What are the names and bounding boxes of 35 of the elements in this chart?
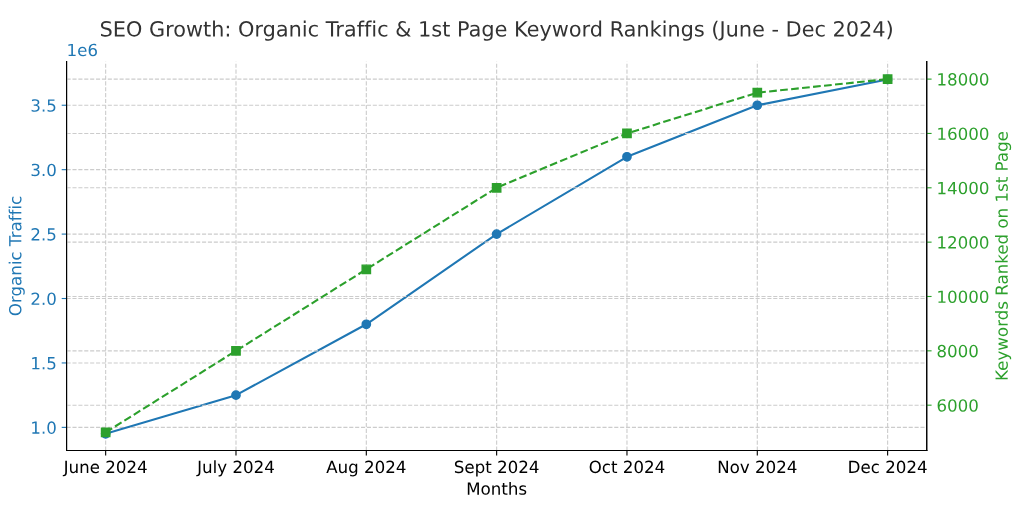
y2-tick-label: 12000 <box>938 236 989 249</box>
x-tick-label: Aug 2024 <box>326 460 406 477</box>
y2-tick-label: 18000 <box>938 73 989 86</box>
point <box>491 182 502 193</box>
x-tick-label: Oct 2024 <box>589 460 665 474</box>
point <box>231 390 241 401</box>
x-tick-label: Dec 2024 <box>849 460 927 474</box>
point <box>752 87 763 98</box>
x-tick-label: July 2024 <box>196 460 274 477</box>
point <box>752 100 763 111</box>
y-tick-label: 2.5 <box>31 228 56 241</box>
x-axis-title: Months <box>467 481 527 495</box>
y-tick-label: 3.5 <box>31 99 56 112</box>
y2-tick-label: 14000 <box>938 181 989 195</box>
point <box>491 229 502 239</box>
point <box>361 264 372 275</box>
point <box>622 151 632 162</box>
y2-tick-label: 16000 <box>938 127 989 141</box>
y-tick-label: 1.5 <box>32 357 56 370</box>
y-tick-label: 2.0 <box>31 292 56 306</box>
y-axis-title: Organic Traffic <box>8 196 25 316</box>
y2-tick-label: 6000 <box>937 399 978 412</box>
point <box>361 319 372 330</box>
y2-tick-label: 10000 <box>938 290 989 304</box>
y-tick-label: 3.0 <box>31 163 56 177</box>
point <box>622 128 632 139</box>
x-tick-label: Nov 2024 <box>718 460 797 474</box>
point <box>231 345 241 356</box>
text: 1e6 <box>68 43 97 57</box>
y-tick-label: 1.0 <box>32 421 56 434</box>
x-tick-label: June 2024 <box>62 460 147 477</box>
chart-title: SEO Growth: Organic Traffic & 1st Page Keyword Rankings (June - Dec 2024) <box>100 20 892 41</box>
x-tick-label: Sept 2024 <box>454 460 539 477</box>
y2-axis-title: Keywords Ranked on 1st Page <box>995 131 1012 380</box>
y2-tick-label: 8000 <box>937 344 978 358</box>
